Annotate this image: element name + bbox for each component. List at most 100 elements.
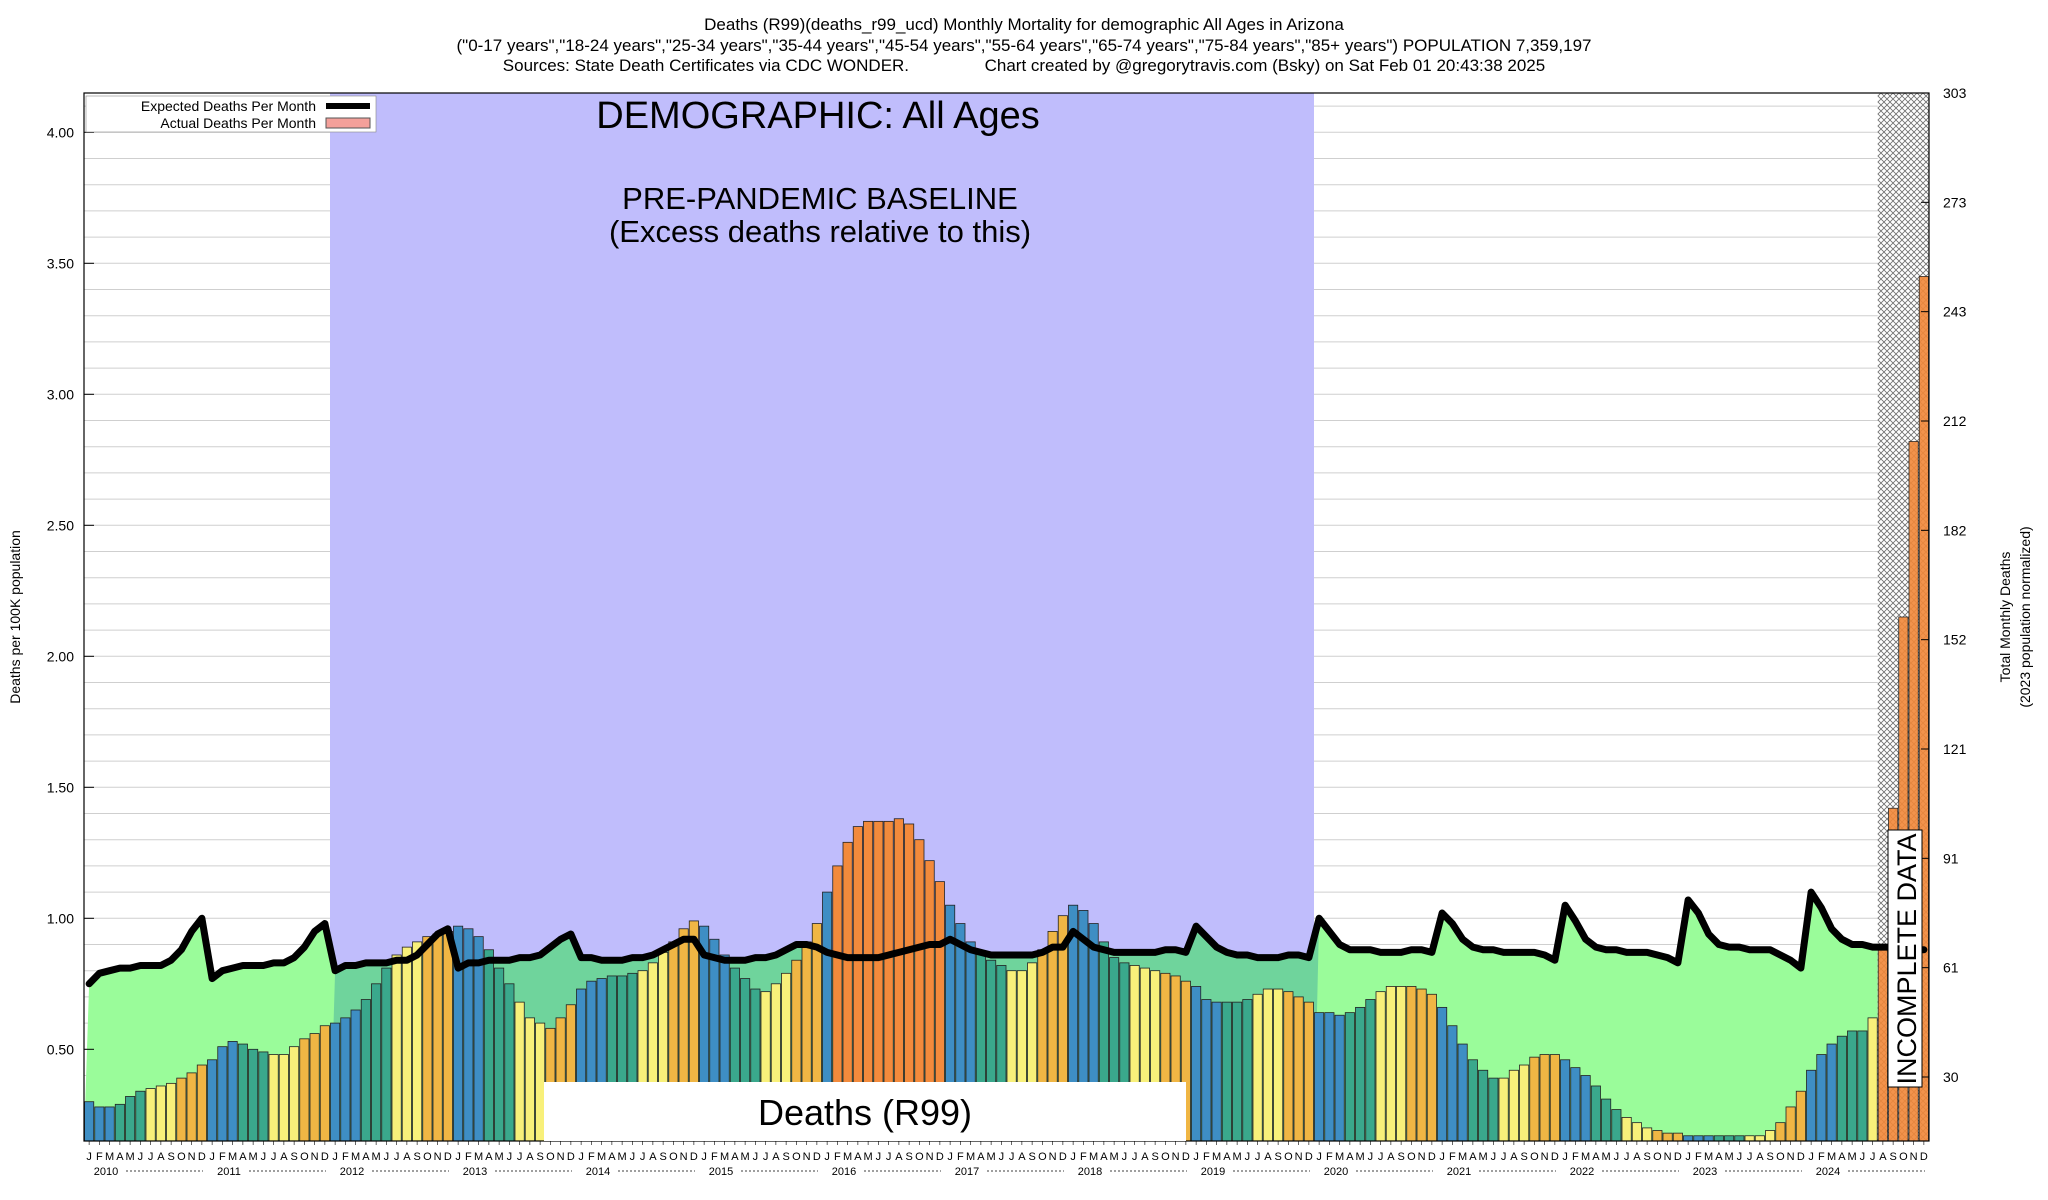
y-tick-label: 2.50 <box>47 517 74 533</box>
bar <box>1406 986 1417 1141</box>
y2-tick-label: 61 <box>1943 960 1959 976</box>
bar <box>1836 1035 1847 1141</box>
bar <box>1560 1059 1571 1141</box>
bar <box>1457 1043 1468 1141</box>
bar <box>330 1022 341 1141</box>
month-label: M <box>351 1151 360 1163</box>
month-label: F <box>96 1151 103 1163</box>
month-label: J <box>1316 1151 1322 1163</box>
month-label: J <box>1255 1151 1261 1163</box>
y2-tick-label: 273 <box>1943 194 1967 210</box>
month-label: F <box>1203 1151 1210 1163</box>
baseline-label-line2: (Excess deaths relative to this) <box>609 214 1031 249</box>
year-label: 2010 <box>94 1166 118 1178</box>
month-label: J <box>1685 1151 1691 1163</box>
y-tick-label: 4.00 <box>47 124 74 140</box>
year-label: 2019 <box>1201 1166 1225 1178</box>
month-label: J <box>1808 1151 1814 1163</box>
bar <box>1765 1130 1776 1141</box>
bar <box>432 933 443 1141</box>
month-label: D <box>1920 1151 1928 1163</box>
month-label: J <box>999 1151 1005 1163</box>
month-label: N <box>803 1151 811 1163</box>
month-label: J <box>1070 1151 1076 1163</box>
month-label: J <box>1614 1151 1620 1163</box>
bar <box>1437 1006 1448 1141</box>
month-label: A <box>1510 1151 1518 1163</box>
month-label: D <box>321 1151 329 1163</box>
bar <box>1549 1054 1560 1141</box>
bar <box>514 1001 525 1141</box>
bar <box>1139 967 1150 1141</box>
month-label: A <box>1633 1151 1641 1163</box>
month-label: J <box>138 1151 144 1163</box>
bar <box>186 1072 197 1141</box>
bar <box>1611 1109 1622 1141</box>
month-label: S <box>290 1151 297 1163</box>
bar <box>1498 1077 1509 1141</box>
bar <box>934 881 945 1141</box>
baseline-label-line1: PRE-PANDEMIC BASELINE <box>622 181 1018 216</box>
month-label: J <box>1870 1151 1876 1163</box>
cause-label-box <box>544 1082 1186 1141</box>
month-label: A <box>977 1151 985 1163</box>
month-label: J <box>886 1151 892 1163</box>
month-label: F <box>834 1151 841 1163</box>
bar <box>524 1017 535 1141</box>
bar <box>1519 1064 1530 1141</box>
bar <box>606 975 617 1141</box>
month-label: O <box>1407 1151 1416 1163</box>
month-label: N <box>311 1151 319 1163</box>
bar <box>1724 1135 1735 1141</box>
month-label: D <box>1428 1151 1436 1163</box>
month-label: A <box>1387 1151 1395 1163</box>
bar <box>1652 1130 1663 1141</box>
month-label: J <box>384 1151 390 1163</box>
month-label: M <box>126 1151 135 1163</box>
month-label: A <box>854 1151 862 1163</box>
bar <box>1713 1135 1724 1141</box>
month-label: D <box>1797 1151 1805 1163</box>
bar <box>381 967 392 1141</box>
bar <box>1201 999 1212 1141</box>
year-label: 2016 <box>832 1166 856 1178</box>
bar <box>596 978 607 1141</box>
month-label: O <box>1038 1151 1047 1163</box>
bar <box>1580 1075 1591 1141</box>
month-label: M <box>1848 1151 1857 1163</box>
month-label: S <box>1889 1151 1896 1163</box>
month-label: J <box>1491 1151 1497 1163</box>
month-label: M <box>1581 1151 1590 1163</box>
bar <box>1119 962 1130 1141</box>
bar <box>1180 980 1191 1141</box>
bar <box>1283 991 1294 1141</box>
y2-axis-label-line1: Total Monthly Deaths <box>1997 552 2013 683</box>
month-label: O <box>546 1151 555 1163</box>
month-label: M <box>495 1151 504 1163</box>
month-label: M <box>474 1151 483 1163</box>
bar <box>1170 975 1181 1141</box>
month-label: M <box>720 1151 729 1163</box>
month-label: A <box>526 1151 534 1163</box>
month-label: J <box>1245 1151 1251 1163</box>
bar <box>965 941 976 1141</box>
bar <box>1570 1067 1581 1141</box>
month-label: M <box>372 1151 381 1163</box>
month-label: J <box>1439 1151 1445 1163</box>
month-label: J <box>763 1151 769 1163</box>
month-label: M <box>1089 1151 1098 1163</box>
bar <box>729 967 740 1141</box>
bar <box>309 1033 320 1141</box>
month-label: A <box>1756 1151 1764 1163</box>
bar <box>1478 1069 1489 1141</box>
bar <box>1262 988 1273 1141</box>
bar <box>1273 988 1284 1141</box>
bar <box>1672 1132 1683 1141</box>
expected-deaths-line <box>85 888 1928 988</box>
bar <box>237 1043 248 1141</box>
month-label: O <box>1899 1151 1908 1163</box>
bar <box>1467 1059 1478 1141</box>
month-label: A <box>731 1151 739 1163</box>
y2-tick-label: 212 <box>1943 413 1967 429</box>
bar <box>1160 972 1171 1141</box>
